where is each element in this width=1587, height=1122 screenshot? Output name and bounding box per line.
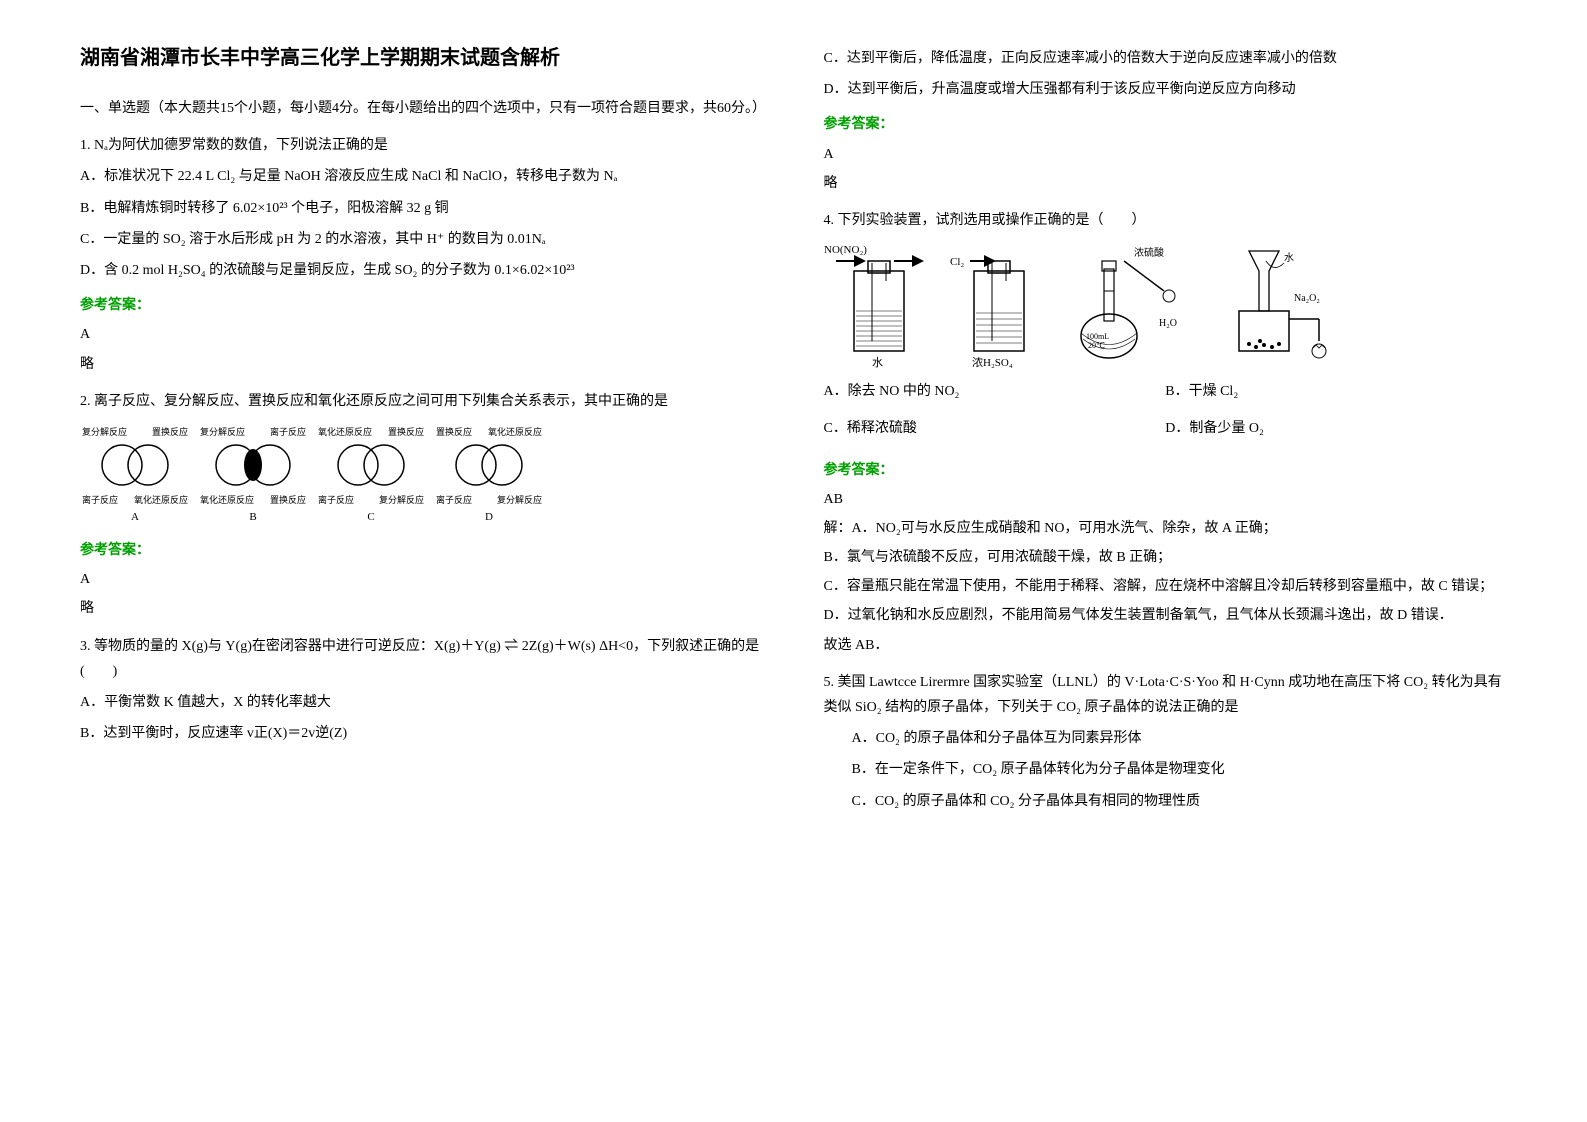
venn-c-svg: [316, 440, 426, 490]
q4-ans: AB: [824, 487, 1508, 512]
q4-opt-d: D．制备少量 O₂: [1165, 416, 1507, 441]
apparatus-d: 水 Na₂O₂: [1214, 241, 1334, 371]
q2-note: 略: [80, 596, 764, 621]
q3-ans: A: [824, 142, 1508, 167]
q4-explain-4: 故选 AB．: [824, 633, 1508, 658]
q3-stem: 3. 等物质的量的 X(g)与 Y(g)在密闭容器中进行可逆反应：X(g)＋Y(…: [80, 634, 764, 684]
venn-b-letter: B: [198, 508, 308, 528]
venn-c-letter: C: [316, 508, 426, 528]
label-h2so4: 浓H₂SO₄: [972, 356, 1013, 369]
q5-opt-b: B．在一定条件下，CO₂ 原子晶体转化为分子晶体是物理变化: [824, 757, 1508, 782]
label-100ml: 100mL: [1086, 332, 1109, 341]
q5-opt-a: A．CO₂ 的原子晶体和分子晶体互为同素异形体: [824, 726, 1508, 751]
venn-a-bl: 离子反应: [82, 492, 118, 508]
venn-b-tr: 离子反应: [270, 424, 306, 440]
venn-d-tr: 氧化还原反应: [488, 424, 542, 440]
q4-explain-1: B．氯气与浓硫酸不反应，可用浓硫酸干燥，故 B 正确；: [824, 545, 1508, 570]
q5-stem: 5. 美国 Lawtcce Lirermre 国家实验室（LLNL）的 V·Lo…: [824, 670, 1508, 720]
venn-c: 氧化还原反应 置换反应 离子反应 复分解反应 C: [316, 424, 426, 528]
q1-stem: 1. Nₐ为阿伏加德罗常数的数值，下列说法正确的是: [80, 133, 764, 158]
venn-d-br: 复分解反应: [497, 492, 542, 508]
venn-c-tr: 置换反应: [388, 424, 424, 440]
q2-stem: 2. 离子反应、复分解反应、置换反应和氧化还原反应之间可用下列集合关系表示，其中…: [80, 389, 764, 414]
venn-a-tl: 复分解反应: [82, 424, 127, 440]
left-column: 湖南省湘潭市长丰中学高三化学上学期期末试题含解析 一、单选题（本大题共15个小题…: [80, 40, 764, 820]
q3-opt-b: B．达到平衡时，反应速率 v正(X)＝2v逆(Z): [80, 721, 764, 746]
venn-d-bl: 离子反应: [436, 492, 472, 508]
label-water2: 水: [1284, 252, 1294, 264]
q1-ans: A: [80, 322, 764, 347]
venn-a-letter: A: [80, 508, 190, 528]
venn-b-svg: [198, 440, 308, 490]
venn-a-br: 氧化还原反应: [134, 492, 188, 508]
q1-opt-b: B．电解精炼铜时转移了 6.02×10²³ 个电子，阳极溶解 32 g 铜: [80, 196, 764, 221]
apparatus-b: Cl₂ 浓H₂SO₄: [944, 241, 1054, 371]
venn-c-tl: 氧化还原反应: [318, 424, 372, 440]
label-h2o: H₂O: [1159, 318, 1177, 329]
q3-opt-a: A．平衡常数 K 值越大，X 的转化率越大: [80, 690, 764, 715]
q3-opt-d: D．达到平衡后，升高温度或增大压强都有利于该反应平衡向逆反应方向移动: [824, 77, 1508, 102]
apparatus-a: NO(NO₂) 水: [824, 241, 934, 371]
q1-note: 略: [80, 352, 764, 377]
venn-d-svg: [434, 440, 544, 490]
q4-apparatus-row: NO(NO₂) 水: [824, 241, 1508, 371]
q4-explain-3: D．过氧化钠和水反应剧烈，不能用简易气体发生装置制备氧气，且气体从长颈漏斗逸出，…: [824, 603, 1508, 628]
q1-ans-label: 参考答案：: [80, 293, 764, 318]
venn-b-tl: 复分解反应: [200, 424, 245, 440]
q4-opt-a: A．除去 NO 中的 NO₂: [824, 379, 1166, 404]
label-cl2: Cl₂: [950, 256, 964, 268]
venn-b-bl: 氧化还原反应: [200, 492, 254, 508]
right-column: C．达到平衡后，降低温度，正向反应速率减小的倍数大于逆向反应速率减小的倍数 D．…: [824, 40, 1508, 820]
venn-b: 复分解反应 离子反应 氧化还原反应 置换反应 B: [198, 424, 308, 528]
venn-a-tr: 置换反应: [152, 424, 188, 440]
q3-ans-label: 参考答案：: [824, 112, 1508, 137]
q4-stem: 4. 下列实验装置，试剂选用或操作正确的是（ ）: [824, 208, 1508, 233]
q2-ans: A: [80, 567, 764, 592]
q3-opt-c: C．达到平衡后，降低温度，正向反应速率减小的倍数大于逆向反应速率减小的倍数: [824, 46, 1508, 71]
q1-opt-c: C．一定量的 SO₂ 溶于水后形成 pH 为 2 的水溶液，其中 H⁺ 的数目为…: [80, 227, 764, 252]
q1-opt-a: A．标准状况下 22.4 L Cl₂ 与足量 NaOH 溶液反应生成 NaCl …: [80, 164, 764, 189]
doc-title: 湖南省湘潭市长丰中学高三化学上学期期末试题含解析: [80, 40, 764, 76]
venn-c-br: 复分解反应: [379, 492, 424, 508]
q4-opts-row2: C．稀释浓硫酸 D．制备少量 O₂: [824, 410, 1508, 447]
q1-opt-d: D．含 0.2 mol H₂SO₄ 的浓硫酸与足量铜反应，生成 SO₂ 的分子数…: [80, 258, 764, 283]
q4-opt-b: B．干燥 Cl₂: [1165, 379, 1507, 404]
q4-explain-2: C．容量瓶只能在常温下使用，不能用于稀释、溶解，应在烧杯中溶解且冷却后转移到容量…: [824, 574, 1508, 599]
q4-opt-c: C．稀释浓硫酸: [824, 416, 1166, 441]
venn-a-svg: [80, 440, 190, 490]
q4-ans-label: 参考答案：: [824, 458, 1508, 483]
venn-d-tl: 置换反应: [436, 424, 472, 440]
venn-c-bl: 离子反应: [318, 492, 354, 508]
venn-b-br: 置换反应: [270, 492, 306, 508]
label-water: 水: [872, 356, 883, 369]
section-intro: 一、单选题（本大题共15个小题，每小题4分。在每小题给出的四个选项中，只有一项符…: [80, 96, 764, 121]
venn-a: 复分解反应 置换反应 离子反应 氧化还原反应 A: [80, 424, 190, 528]
q4-explain-0: 解：A．NO₂可与水反应生成硝酸和 NO，可用水洗气、除杂，故 A 正确；: [824, 516, 1508, 541]
q2-ans-label: 参考答案：: [80, 538, 764, 563]
q3-note: 略: [824, 171, 1508, 196]
q5-opt-c: C．CO₂ 的原子晶体和 CO₂ 分子晶体具有相同的物理性质: [824, 789, 1508, 814]
q4-opts-row1: A．除去 NO 中的 NO₂ B．干燥 Cl₂: [824, 373, 1508, 410]
venn-d-letter: D: [434, 508, 544, 528]
label-na2o2: Na₂O₂: [1294, 293, 1320, 304]
q2-venn-row: 复分解反应 置换反应 离子反应 氧化还原反应 A 复分解反应 离子反应: [80, 424, 764, 528]
label-no-no2: NO(NO₂): [824, 244, 867, 256]
label-conc-acid: 浓硫酸: [1134, 246, 1164, 259]
venn-d: 置换反应 氧化还原反应 离子反应 复分解反应 D: [434, 424, 544, 528]
apparatus-c: 100mL 20℃ 浓硫酸 H₂O: [1064, 241, 1204, 371]
